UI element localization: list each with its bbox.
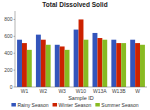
x-tick-label: W3 xyxy=(58,88,66,94)
y-axis-line xyxy=(15,11,16,87)
bar xyxy=(83,40,88,87)
bar xyxy=(116,43,121,87)
legend-swatch xyxy=(53,103,58,107)
bar xyxy=(27,50,32,87)
bars xyxy=(17,19,145,87)
y-tick xyxy=(14,70,16,71)
x-tick-label: W13B xyxy=(112,88,126,94)
y-tick-label: 200 xyxy=(4,67,13,73)
bar xyxy=(121,43,126,87)
bar-series xyxy=(27,40,145,87)
axes: 0 200 400 600 800 W1 W2 W3 W10 W13A W13B W xyxy=(4,11,147,94)
legend-item: Winter Season xyxy=(53,102,92,108)
y-tick xyxy=(14,87,16,88)
bar xyxy=(111,40,116,87)
bar xyxy=(17,40,22,87)
bar xyxy=(60,46,65,87)
y-tick xyxy=(14,53,16,54)
bar xyxy=(140,45,145,87)
y-tick-label: 400 xyxy=(4,50,13,56)
y-tick xyxy=(14,36,16,37)
y-tick xyxy=(14,19,16,20)
bar xyxy=(93,33,98,87)
bar xyxy=(41,40,46,87)
bar xyxy=(46,45,51,87)
x-axis-label: Sample ID xyxy=(68,95,94,101)
legend: Rainy Season Winter Season Summer Season xyxy=(11,102,138,108)
bar xyxy=(130,40,135,87)
bar xyxy=(97,38,102,87)
chart: Total Dissolved Solid Rainy Season Winter … xyxy=(0,0,150,110)
x-tick-label: W2 xyxy=(40,88,48,94)
x-tick-label: W1 xyxy=(21,88,29,94)
bar xyxy=(74,30,79,87)
y-tick-label: 600 xyxy=(4,33,13,39)
bar xyxy=(102,40,107,87)
legend-item: Summer Season xyxy=(95,102,138,108)
legend-label: Rainy Season xyxy=(17,102,48,108)
background xyxy=(0,0,150,110)
y-tick-label: 800 xyxy=(4,16,13,22)
bar xyxy=(79,19,84,87)
bar-series xyxy=(17,30,135,87)
bar-series xyxy=(22,19,140,87)
bar xyxy=(22,43,27,87)
bar xyxy=(65,50,70,87)
legend-label: Winter Season xyxy=(59,102,92,108)
bar xyxy=(55,45,60,87)
x-tick-label: W13A xyxy=(93,88,107,94)
bar xyxy=(135,43,140,87)
x-tick-label: W10 xyxy=(76,88,87,94)
bar xyxy=(36,35,41,87)
legend-item: Rainy Season xyxy=(11,102,48,108)
legend-label: Summer Season xyxy=(101,102,138,108)
legend-swatch xyxy=(11,103,16,107)
x-tick-label: W xyxy=(135,88,140,94)
y-tick-label: 0 xyxy=(10,84,13,90)
legend-swatch xyxy=(95,103,100,107)
title: Total Dissolved Solid xyxy=(42,1,107,8)
